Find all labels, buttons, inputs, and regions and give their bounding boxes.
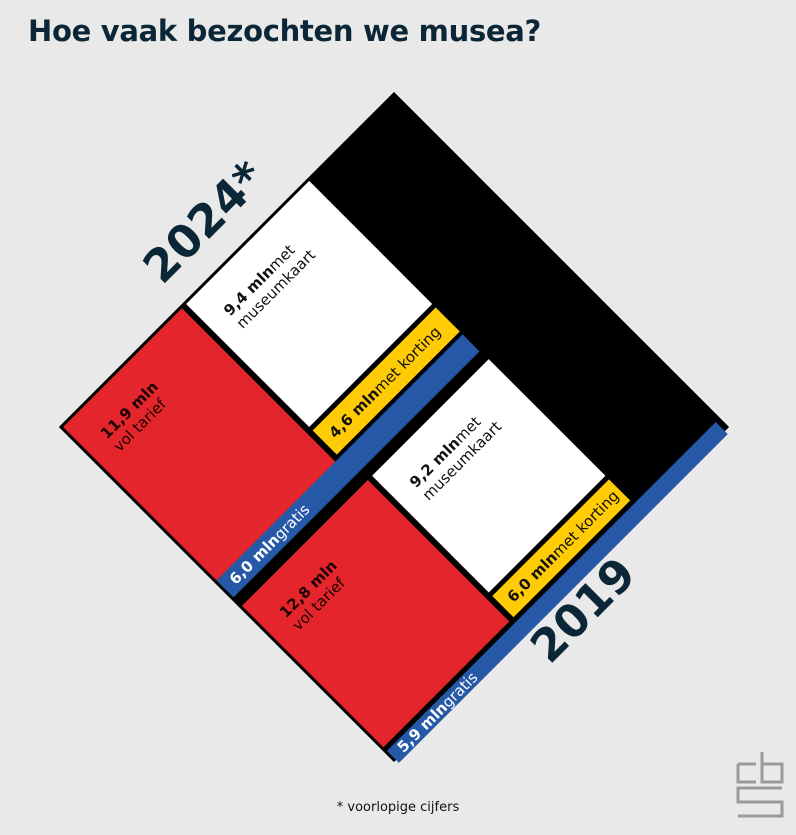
segment-vol-2019 (241, 480, 510, 748)
page-title: Hoe vaak bezochten we musea? (28, 14, 542, 48)
cbs-logo-icon (736, 752, 784, 818)
footnote: * voorlopige cijfers (336, 800, 460, 815)
segment-gratis-2019 (386, 422, 728, 763)
segment-gratis-2024 (216, 334, 480, 598)
segment-korting-2024 (312, 307, 460, 455)
segment-vol-2024 (63, 308, 345, 590)
segment-korting-2019 (492, 479, 631, 618)
